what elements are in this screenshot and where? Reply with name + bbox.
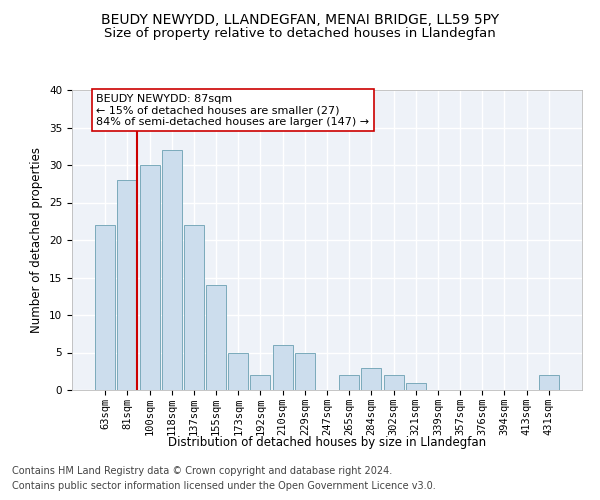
Bar [272, 345, 293, 390]
Bar [228, 352, 248, 390]
Text: Contains public sector information licensed under the Open Government Licence v3: Contains public sector information licen… [12, 481, 436, 491]
Text: BEUDY NEWYDD: 87sqm
← 15% of detached houses are smaller (27)
84% of semi-detach: BEUDY NEWYDD: 87sqm ← 15% of detached ho… [96, 94, 370, 127]
Bar [118, 180, 137, 390]
Text: Size of property relative to detached houses in Llandegfan: Size of property relative to detached ho… [104, 28, 496, 40]
Bar [162, 150, 182, 390]
Bar [184, 225, 204, 390]
Bar [250, 375, 271, 390]
Bar [383, 375, 404, 390]
Bar [406, 382, 426, 390]
Bar [140, 165, 160, 390]
Bar [295, 352, 315, 390]
Bar [95, 225, 115, 390]
Bar [339, 375, 359, 390]
Bar [206, 285, 226, 390]
Y-axis label: Number of detached properties: Number of detached properties [31, 147, 43, 333]
Bar [361, 368, 382, 390]
Text: BEUDY NEWYDD, LLANDEGFAN, MENAI BRIDGE, LL59 5PY: BEUDY NEWYDD, LLANDEGFAN, MENAI BRIDGE, … [101, 12, 499, 26]
Bar [539, 375, 559, 390]
Text: Contains HM Land Registry data © Crown copyright and database right 2024.: Contains HM Land Registry data © Crown c… [12, 466, 392, 476]
Text: Distribution of detached houses by size in Llandegfan: Distribution of detached houses by size … [168, 436, 486, 449]
